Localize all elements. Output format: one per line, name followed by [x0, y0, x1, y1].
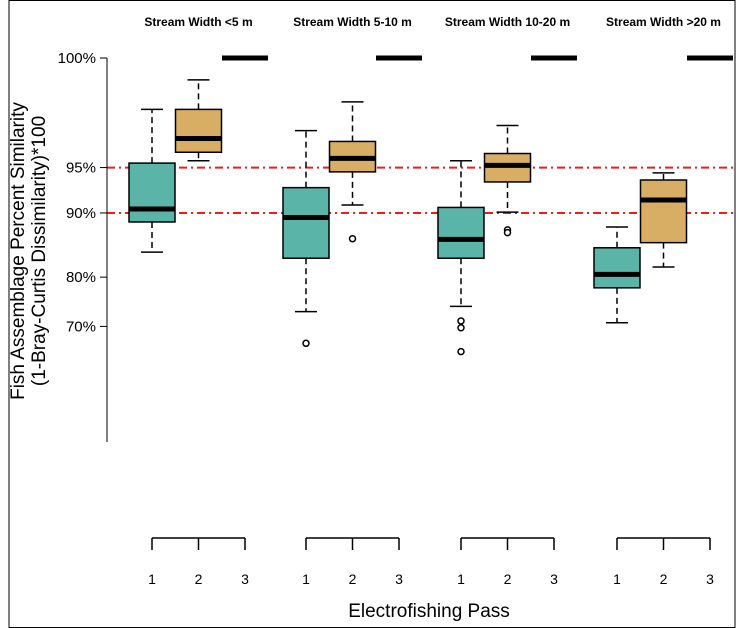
outlier-p3-pass1-0 — [457, 317, 465, 325]
y-axis-title-line2: (1-Bray-Curtis Dissimilarity)*100 — [29, 116, 50, 386]
outlier-p2-pass1-0 — [302, 339, 310, 348]
x-tick-label-p1-2: 2 — [195, 571, 203, 587]
panel-title-2: Stream Width 5-10 m — [293, 15, 412, 29]
panels: Stream Width <5 m 1 2 3 Stream Width 5-10 m 1… — [128, 15, 733, 587]
panel-1: Stream Width <5 m 1 2 3 — [128, 15, 268, 587]
box-p4-pass1 — [593, 247, 641, 289]
x-axis-title: Electrofishing Pass — [348, 601, 510, 622]
y-tick-label-1: 95% — [66, 160, 96, 177]
panel-title-1: Stream Width <5 m — [144, 15, 252, 29]
box-p1-pass1 — [128, 162, 176, 223]
outlier-p3-pass1-1 — [457, 323, 465, 332]
y-axis-title-line1: Fish Assemblage Percent Similarity — [8, 102, 29, 400]
y-tick-label-0: 100% — [58, 50, 96, 67]
box-p1-pass2 — [174, 108, 223, 154]
outlier-p2-pass2-0 — [348, 234, 357, 243]
panel-4: Stream Width >20 m 1 2 3 — [593, 15, 733, 587]
x-tick-label-p3-2: 2 — [504, 571, 512, 587]
reference-lines — [107, 166, 735, 214]
x-tick-label-p4-1: 1 — [613, 571, 621, 587]
box-p4-pass2 — [639, 179, 688, 244]
panel-2: Stream Width 5-10 m 1 2 3 — [282, 15, 422, 587]
y-axis: 100% 95% 90% 80% 70% — [58, 50, 108, 442]
x-tick-label-p2-3: 3 — [395, 571, 403, 587]
x-tick-label-p1-1: 1 — [148, 571, 156, 587]
x-tick-label-p1-3: 3 — [241, 571, 249, 587]
y-tick-label-2: 90% — [66, 205, 96, 222]
y-tick-label-3: 80% — [66, 269, 96, 286]
panel-3: Stream Width 10-20 m 1 2 3 — [437, 15, 577, 587]
plot-frame — [8, 0, 736, 628]
box-p3-pass1 — [437, 206, 485, 259]
x-tick-label-p3-3: 3 — [550, 571, 558, 587]
panel-title-4: Stream Width >20 m — [606, 15, 721, 29]
x-tick-label-p3-1: 1 — [457, 571, 465, 587]
x-tick-label-p2-2: 2 — [349, 571, 357, 587]
outlier-p3-pass2-1 — [503, 228, 512, 237]
x-tick-label-p4-2: 2 — [660, 571, 668, 587]
panel-title-3: Stream Width 10-20 m — [445, 15, 570, 29]
box-p2-pass1 — [282, 186, 330, 259]
x-tick-label-p4-3: 3 — [706, 571, 714, 587]
x-tick-label-p2-1: 1 — [302, 571, 310, 587]
outlier-p3-pass1-2 — [457, 347, 465, 356]
y-tick-label-4: 70% — [66, 318, 96, 335]
